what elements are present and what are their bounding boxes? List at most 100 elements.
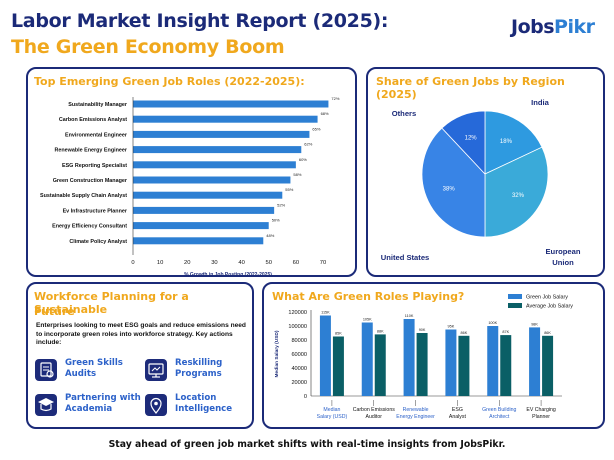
roles-panel: Top Emerging Green Job Roles (2022-2025)… xyxy=(26,67,357,277)
x-tick-label: 30 xyxy=(211,260,217,266)
region-panel: Share of Green Jobs by Region (2025) 18%… xyxy=(366,67,605,277)
salary-bar xyxy=(529,327,541,396)
x-tick-label: 50 xyxy=(265,260,271,266)
data-label: 105K xyxy=(363,318,372,322)
data-label: 88K xyxy=(377,329,384,333)
action-location-intelligence[interactable]: Location Intelligence xyxy=(145,393,255,423)
category-label: Energy Engineer xyxy=(396,414,435,420)
x-tick-label: 70 xyxy=(320,260,326,266)
category-label: Renewable Energy Engineer xyxy=(55,148,128,154)
category-label: Salary (USD) xyxy=(317,414,348,420)
legend-swatch xyxy=(508,303,522,308)
y-tick-label: 60000 xyxy=(291,352,307,358)
pie-slice xyxy=(421,127,486,238)
category-label: Planner xyxy=(532,414,550,420)
slice-value-label: 32% xyxy=(512,193,525,199)
category-label: Carbon Emissions xyxy=(353,407,395,413)
action-label: Green Skills Audits xyxy=(65,358,123,379)
data-label: 85K xyxy=(335,332,342,336)
workforce-intro-text: Enterprises looking to meet ESG goals an… xyxy=(36,322,246,347)
data-label: 87K xyxy=(502,330,509,334)
category-label: Auditor xyxy=(366,414,383,420)
bar xyxy=(133,130,310,138)
workforce-panel-title-line2: Future xyxy=(34,305,75,318)
category-label: Environmental Engineer xyxy=(65,132,128,138)
region-label-india: India xyxy=(531,98,549,107)
salary-bar xyxy=(542,335,554,396)
salary-bar xyxy=(445,329,457,396)
data-label: 86K xyxy=(544,331,551,335)
pie-slice xyxy=(441,110,486,176)
category-label: Ev Infrastructure Planner xyxy=(63,208,128,214)
data-label: 48% xyxy=(266,233,274,238)
bar xyxy=(133,237,264,245)
salary-bar xyxy=(319,315,331,396)
data-label: 58% xyxy=(293,172,301,177)
region-label-united-states: United States xyxy=(381,253,430,262)
action-label: Reskilling Programs xyxy=(175,358,223,379)
y-tick-label: 100000 xyxy=(288,324,307,330)
logo-text-j: J xyxy=(511,16,518,38)
category-label: Sustainable Supply Chain Analyst xyxy=(40,193,127,199)
slice-value-label: 12% xyxy=(465,136,478,142)
y-tick-label: 80000 xyxy=(291,338,307,344)
category-label: Green Construction Manager xyxy=(53,178,128,184)
salary-bar xyxy=(361,322,373,396)
action-partnering-academia[interactable]: Partnering with Academia xyxy=(35,393,145,423)
bar xyxy=(133,176,291,184)
y-axis-title: Median Salary (USD) xyxy=(274,330,280,377)
logo-text-obs: obs xyxy=(517,16,555,38)
data-label: 50% xyxy=(272,218,280,223)
pie-slice xyxy=(484,110,543,175)
data-label: 55% xyxy=(285,187,293,192)
roles-bar-chart: Sustainability Manager 72% Carbon Emission… xyxy=(40,96,340,275)
action-reskilling-programs[interactable]: Reskilling Programs xyxy=(145,358,255,388)
data-label: 52% xyxy=(277,202,285,207)
category-label: Sustainability Manager xyxy=(68,102,128,108)
x-tick-label: 20 xyxy=(184,260,190,266)
slice-value-label: 18% xyxy=(500,139,513,145)
salary-bar xyxy=(487,326,499,396)
bar xyxy=(133,146,302,154)
report-title: Labor Market Insight Report (2025): xyxy=(11,10,389,32)
data-label: 65% xyxy=(312,126,320,131)
action-label: Location Intelligence xyxy=(175,393,233,414)
jobspikr-logo[interactable]: JobsPikr xyxy=(511,16,595,38)
data-label: 68% xyxy=(321,111,329,116)
salary-panel-title: What Are Green Roles Playing? xyxy=(272,290,465,303)
x-tick-label: 60 xyxy=(293,260,299,266)
region-label-european: European xyxy=(545,247,580,256)
category-label: Energy Efficiency Consultant xyxy=(52,224,127,230)
legend-label: Green Job Salary xyxy=(526,295,568,301)
data-label: 62% xyxy=(304,142,312,147)
salary-bar xyxy=(332,336,344,396)
category-label: ESG Reporting Specialist xyxy=(62,163,127,169)
action-green-skills-audits[interactable]: Green Skills Audits xyxy=(35,358,145,388)
salary-bar xyxy=(500,335,512,396)
data-label: 100K xyxy=(488,321,497,325)
data-label: 115K xyxy=(321,311,330,315)
data-label: 72% xyxy=(331,96,339,101)
bar xyxy=(133,222,269,230)
region-label-union: Union xyxy=(552,258,574,267)
salary-bar xyxy=(403,319,415,396)
report-subtitle: The Green Economy Boom xyxy=(11,36,285,58)
workforce-panel-title-line1: Workforce Planning for a Sustainable xyxy=(34,290,189,316)
data-label: 95K xyxy=(448,325,455,329)
salary-bar xyxy=(458,335,470,396)
category-label: Analyst xyxy=(449,414,467,420)
logo-text-pikr: Pikr xyxy=(554,16,595,38)
y-tick-label: 40000 xyxy=(291,366,307,372)
category-label: Architect xyxy=(489,414,510,420)
pie-slice xyxy=(484,146,549,238)
bar xyxy=(133,206,275,214)
data-label: 90K xyxy=(419,328,426,332)
x-tick-label: 0 xyxy=(131,260,134,266)
y-tick-label: 0 xyxy=(304,394,307,400)
y-tick-label: 20000 xyxy=(291,380,307,386)
action-label: Partnering with Academia xyxy=(65,393,141,414)
bar xyxy=(133,191,283,199)
x-tick-label: 10 xyxy=(157,260,163,266)
data-label: 60% xyxy=(299,157,307,162)
bar xyxy=(133,100,329,108)
